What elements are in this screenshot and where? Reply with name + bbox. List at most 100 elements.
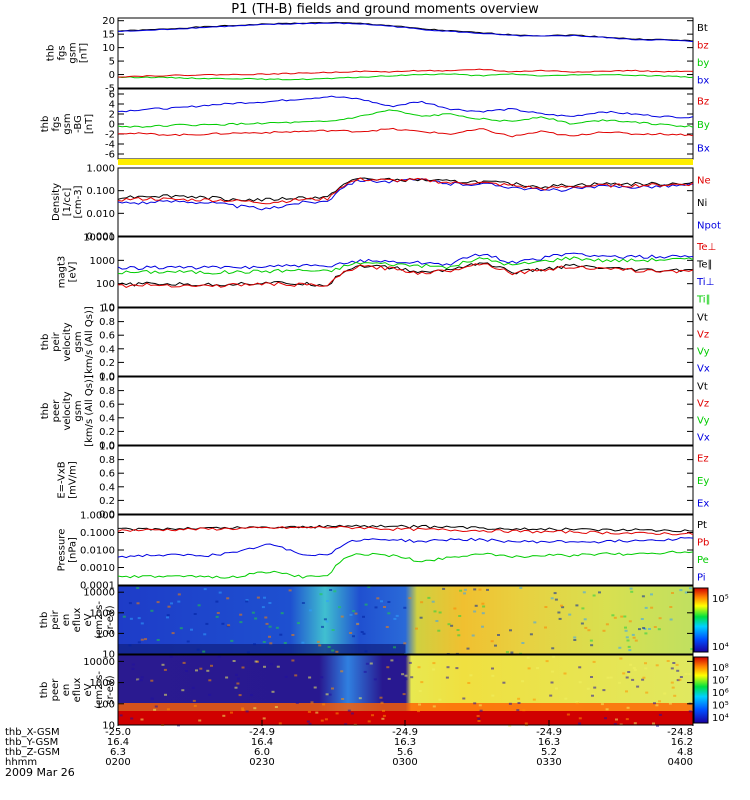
spectrogram-cell — [450, 624, 454, 627]
spectrogram-cell — [578, 681, 582, 684]
y-axis-label: eflux — [72, 608, 83, 633]
spectrogram-cell — [521, 642, 525, 644]
spectrogram-cell — [190, 628, 193, 631]
spectrogram-cell — [308, 722, 312, 725]
spectrogram-cell — [136, 678, 140, 681]
series-by — [117, 73, 694, 81]
axis-row-value: 0230 — [249, 757, 274, 768]
spectrogram-cell — [624, 626, 627, 629]
spectrogram-cell — [606, 676, 610, 679]
spectrogram-cell — [613, 616, 617, 619]
spectrogram-cell — [169, 655, 173, 658]
spectrogram-cell — [552, 655, 556, 658]
y-tick-label: 1.0 — [99, 373, 115, 384]
axis-row-value: 0400 — [668, 757, 693, 768]
spectrogram-cell — [333, 590, 337, 593]
series-Npot — [117, 178, 694, 211]
spectrogram-cell — [502, 681, 506, 684]
y-tick-label: 0.6 — [99, 400, 115, 411]
spectrogram-cell — [395, 614, 399, 617]
spectrogram-cell — [193, 704, 197, 707]
spectrogram-cell — [262, 641, 266, 643]
spectrogram-cell — [625, 690, 628, 693]
legend-Pt: Pt — [697, 520, 707, 531]
spectrogram-cell — [310, 701, 314, 704]
y-axis-label: [nT] — [84, 114, 95, 134]
y-tick-label: 100 — [96, 699, 115, 710]
y-tick-label: 10 — [102, 43, 115, 54]
spectrogram-cell — [508, 702, 512, 705]
spectrogram-cell — [315, 711, 319, 714]
spectrogram-cell — [558, 617, 562, 620]
spectrogram-cell — [140, 676, 144, 679]
spectrogram-cell — [658, 617, 662, 620]
y-axis-label: -BG — [73, 115, 84, 133]
low-energy-band-2 — [118, 703, 693, 711]
legend-Vt: Vt — [697, 313, 708, 324]
spectrogram-cell — [301, 602, 305, 604]
panel-frame — [117, 307, 694, 377]
spectrogram-cell — [627, 671, 631, 673]
spectrogram-cell — [625, 676, 629, 679]
legend-Pb: Pb — [697, 537, 709, 548]
spectrogram-cell — [144, 638, 147, 641]
spectrogram-cell — [476, 715, 480, 717]
spectrogram-cell — [615, 718, 618, 721]
spectrogram-cell — [177, 593, 181, 596]
y-axis-label: peir — [51, 331, 62, 351]
y-tick-label: 10000 — [83, 233, 115, 244]
y-axis-label: velocity — [62, 322, 73, 361]
y-tick-label: 0.0010 — [80, 563, 115, 574]
spectrogram-cell — [563, 672, 567, 675]
y-tick-label: 0.2 — [99, 358, 115, 369]
axis-row-label: thb_Z-GSM — [5, 747, 60, 758]
spectrogram-cell — [328, 693, 332, 696]
y-axis-label: magt3 — [57, 256, 68, 289]
panel-frame — [117, 514, 694, 586]
spectrogram-cell — [549, 694, 553, 697]
series-Pi — [117, 536, 694, 559]
spectrogram-cell — [383, 606, 386, 608]
spectrogram-cell — [473, 610, 477, 613]
spectrogram-cell — [386, 666, 390, 669]
spectrogram-cell — [167, 605, 171, 608]
spectrogram-cell — [202, 650, 206, 653]
y-axis-label: eflux — [72, 678, 83, 703]
spectrogram-cell — [636, 685, 640, 688]
colorbar-tick-label: 10⁴ — [712, 713, 729, 724]
spectrogram-cell — [136, 587, 140, 589]
spectrogram-cell — [457, 634, 461, 637]
spectrogram-cell — [284, 675, 288, 678]
spectrogram-cell — [166, 614, 170, 617]
spectrogram-cell — [403, 642, 407, 645]
axis-row-value: 6.0 — [254, 747, 270, 758]
spectrogram-cell — [663, 692, 667, 695]
spectrogram-cell — [469, 674, 473, 677]
y-tick-label: 20 — [102, 16, 115, 27]
spectrogram-cell — [516, 709, 520, 712]
spectrogram-cell — [581, 607, 585, 610]
spectrogram-cell — [455, 667, 459, 670]
spectrogram-cell — [656, 724, 659, 727]
spectrogram-cell — [648, 628, 651, 630]
spectrogram-cell — [433, 610, 437, 613]
spectrogram-cell — [156, 601, 160, 604]
spectrogram-cell — [235, 673, 238, 676]
spectrogram-cell — [613, 723, 617, 725]
spectrogram-cell — [382, 709, 385, 712]
spectrogram-cell — [591, 692, 595, 695]
spectrogram-cell — [600, 703, 604, 706]
spectrogram-cell — [670, 667, 674, 670]
spectrogram-cell — [494, 644, 497, 647]
spectrogram-cell — [522, 709, 526, 712]
spectrogram-cell — [335, 712, 339, 715]
legend-Te⊥: Te⊥ — [696, 242, 716, 253]
colorbar-tick-label: 10⁶ — [712, 688, 729, 699]
spectrogram-cell — [551, 670, 555, 673]
spectrogram-cell — [131, 667, 135, 670]
spectrogram-cell — [573, 639, 577, 641]
y-tick-label: 1.0 — [99, 304, 115, 315]
spectrogram-cell — [532, 698, 536, 701]
spectrogram-cell — [193, 613, 197, 615]
spectrogram-cell — [253, 707, 257, 710]
